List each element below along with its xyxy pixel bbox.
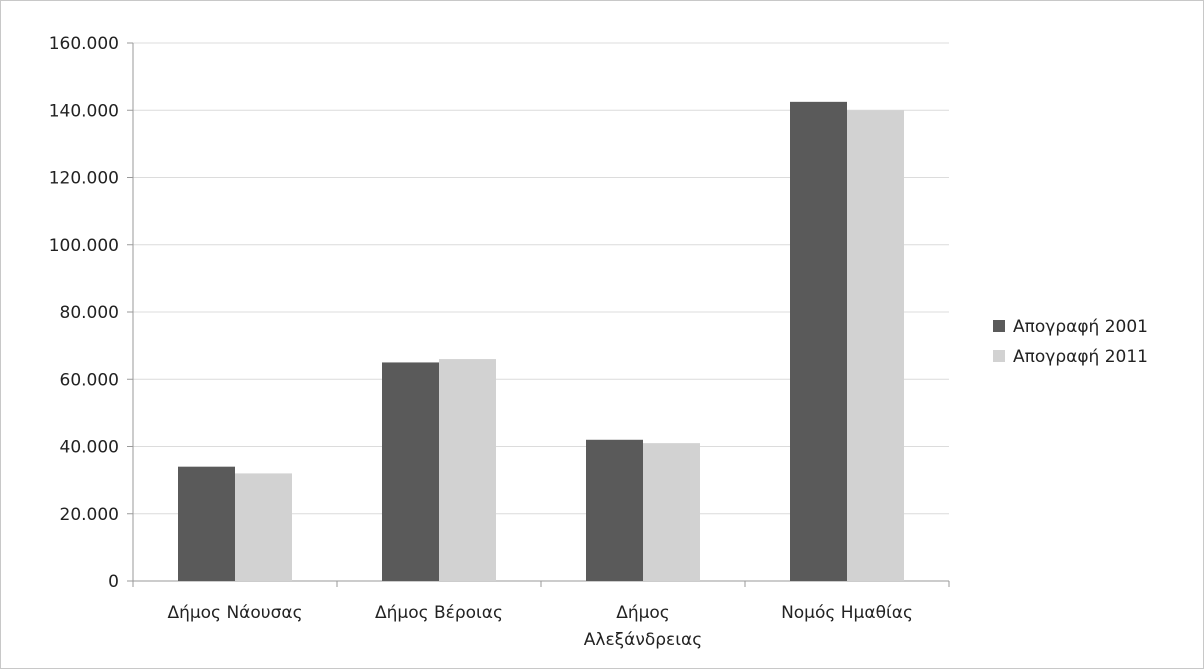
- legend-swatch: [993, 350, 1005, 362]
- bar: [847, 110, 904, 581]
- y-tick-label: 140.000: [49, 101, 119, 121]
- y-tick-label: 160.000: [49, 34, 119, 54]
- y-tick-label: 120.000: [49, 169, 119, 189]
- legend-swatch: [993, 320, 1005, 332]
- x-tick-label: Δήμος Βέροιας: [375, 603, 503, 623]
- x-tick-label: Νομός Ημαθίας: [781, 603, 913, 623]
- bar: [235, 473, 292, 581]
- y-tick-label: 60.000: [60, 370, 119, 390]
- x-tick-label: Δήμος Νάουσας: [167, 603, 302, 623]
- y-tick-label: 0: [108, 572, 119, 592]
- y-tick-label: 40.000: [60, 438, 119, 458]
- bar: [643, 443, 700, 581]
- x-tick-label: Δήμος: [616, 603, 670, 623]
- y-tick-label: 20.000: [60, 505, 119, 525]
- bar: [439, 359, 496, 581]
- y-tick-label: 80.000: [60, 303, 119, 323]
- bar: [178, 466, 235, 581]
- bar: [586, 439, 643, 581]
- legend-label: Απογραφή 2011: [1013, 347, 1148, 367]
- bar: [790, 101, 847, 581]
- legend-label: Απογραφή 2001: [1013, 317, 1148, 337]
- x-tick-label: Αλεξάνδρειας: [584, 630, 702, 650]
- bar: [382, 362, 439, 581]
- y-tick-label: 100.000: [49, 236, 119, 256]
